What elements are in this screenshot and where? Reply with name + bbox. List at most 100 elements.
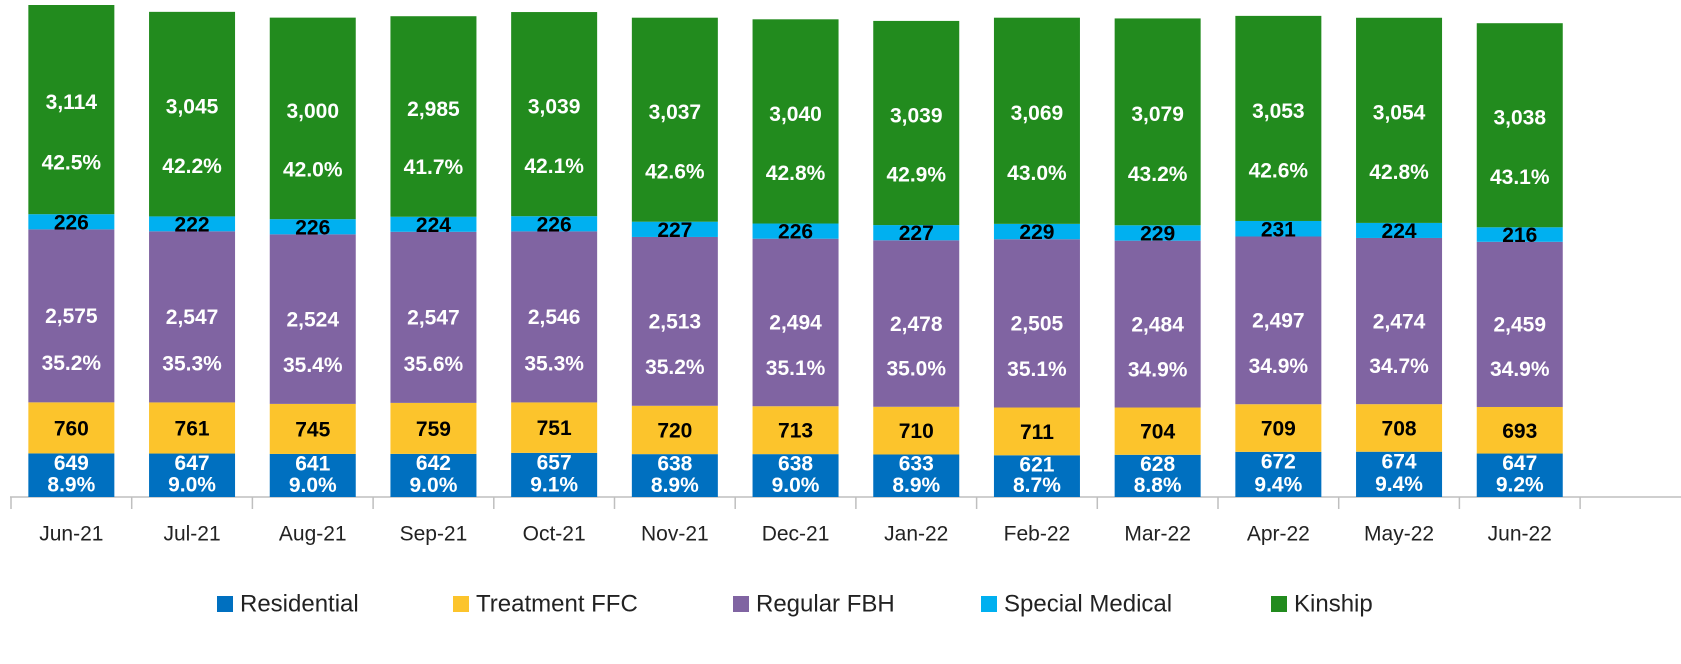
data-label: 3,037	[649, 101, 702, 124]
data-label: 3,114	[46, 91, 98, 114]
percent-label: 34.9%	[1249, 355, 1309, 378]
bar-segment	[752, 238, 839, 407]
data-label: 216	[1502, 224, 1537, 247]
data-label: 704	[1140, 421, 1175, 444]
data-label: 709	[1261, 418, 1296, 441]
percent-label: 9.0%	[168, 474, 216, 497]
data-label: 2,497	[1252, 310, 1305, 333]
data-label: 2,474	[1373, 310, 1426, 333]
bar-segment	[28, 5, 115, 215]
data-label: 227	[657, 219, 692, 242]
data-label: 3,045	[166, 96, 219, 119]
percent-label: 8.9%	[651, 474, 699, 497]
bar-segment	[1476, 406, 1563, 454]
percent-label: 8.9%	[892, 474, 940, 497]
data-label: 2,985	[407, 98, 460, 121]
bar-segment	[390, 231, 477, 403]
percent-label: 41.7%	[404, 156, 464, 179]
legend-swatch	[217, 596, 233, 612]
bar-segment	[149, 216, 236, 232]
data-label: 3,069	[1011, 102, 1064, 125]
data-label: 711	[1020, 421, 1054, 444]
bar-segment	[149, 402, 236, 454]
percent-label: 35.6%	[404, 353, 464, 376]
data-label: 224	[1382, 220, 1417, 243]
percent-label: 34.9%	[1490, 358, 1550, 381]
bar-segment	[1235, 15, 1322, 221]
bar-segment	[873, 454, 960, 497]
percent-label: 9.2%	[1496, 474, 1544, 497]
data-label: 760	[54, 417, 89, 440]
legend-swatch	[981, 596, 997, 612]
data-label: 226	[537, 213, 572, 236]
data-label: 672	[1261, 451, 1296, 474]
bar-segment	[1476, 241, 1563, 407]
data-label: 713	[778, 420, 813, 443]
legend-swatch	[733, 596, 749, 612]
percent-label: 35.0%	[886, 358, 946, 381]
percent-label: 42.9%	[886, 164, 946, 187]
bar-segment	[1114, 454, 1201, 497]
bar-segment	[28, 453, 115, 497]
data-label: 226	[778, 221, 813, 244]
percent-label: 42.6%	[645, 160, 705, 183]
bar-segment	[269, 453, 356, 497]
legend-swatch	[1271, 596, 1287, 612]
bar-segment	[1114, 225, 1201, 241]
data-label: 2,547	[166, 306, 219, 329]
data-label: 229	[1019, 221, 1054, 244]
data-label: 3,040	[769, 103, 822, 126]
percent-label: 9.0%	[772, 474, 820, 497]
data-label: 638	[778, 452, 813, 475]
data-label: 222	[175, 213, 210, 236]
data-label: 226	[54, 211, 89, 234]
bar-segment	[752, 223, 839, 239]
bar-segment	[28, 402, 115, 454]
data-label: 693	[1502, 420, 1537, 443]
data-label: 2,459	[1493, 314, 1546, 337]
bar-segment	[28, 214, 115, 230]
bar-segment	[993, 223, 1080, 240]
legend-swatch	[453, 596, 469, 612]
bar-segment	[873, 240, 960, 407]
percent-label: 8.9%	[47, 474, 95, 497]
x-tick-label: Apr-22	[1247, 523, 1310, 546]
bar-segment	[993, 455, 1080, 497]
bar-segment	[269, 219, 356, 235]
legend-label: Treatment FFC	[476, 590, 638, 617]
percent-label: 35.3%	[162, 352, 222, 375]
legend-label: Special Medical	[1004, 590, 1172, 617]
percent-label: 43.2%	[1128, 163, 1188, 186]
data-label: 751	[537, 417, 572, 440]
legend-label: Regular FBH	[756, 590, 895, 617]
data-label: 3,039	[890, 104, 943, 127]
bar-segment	[631, 405, 718, 455]
bar-segment	[149, 11, 236, 217]
bar-segment	[1356, 451, 1443, 497]
data-label: 638	[657, 452, 692, 475]
data-label: 708	[1382, 417, 1417, 440]
bar-segment	[1356, 404, 1443, 452]
percent-label: 43.0%	[1007, 162, 1067, 185]
percent-label: 8.7%	[1013, 474, 1061, 497]
bar-segment	[1114, 240, 1201, 408]
data-label: 226	[295, 216, 330, 239]
bar-segment	[1114, 18, 1201, 226]
percent-label: 42.5%	[42, 152, 102, 175]
data-label: 621	[1019, 453, 1054, 476]
percent-label: 35.4%	[283, 354, 343, 377]
bar-segment	[631, 236, 718, 406]
data-label: 231	[1261, 218, 1296, 241]
data-label: 2,478	[890, 313, 943, 336]
bar-segment	[1114, 407, 1201, 455]
data-label: 227	[899, 222, 934, 245]
data-label: 3,054	[1373, 102, 1426, 125]
data-label: 3,039	[528, 96, 581, 119]
bar-segment	[752, 406, 839, 455]
bar-segment	[149, 231, 236, 403]
x-tick-label: Mar-22	[1124, 523, 1191, 546]
bar-segment	[993, 407, 1080, 456]
percent-label: 8.8%	[1134, 474, 1182, 497]
bar-segment	[269, 17, 356, 220]
